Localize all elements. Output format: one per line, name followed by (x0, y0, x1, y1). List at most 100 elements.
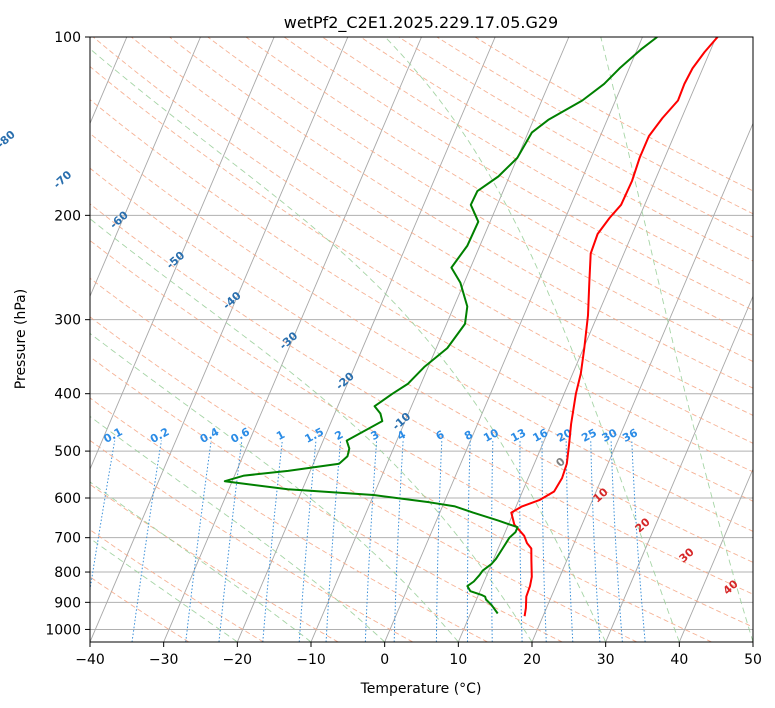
temperature-profile-line (510, 37, 719, 617)
y-tick-label: 700 (54, 531, 81, 547)
mixing-ratio-line (298, 440, 317, 642)
dry-adiabat (207, 37, 753, 362)
mixing-ratio-label: 0.1 (101, 425, 124, 446)
x-axis-label: Temperature (°C) (360, 681, 482, 697)
isotherm-line (163, 37, 422, 642)
dry-adiabat (90, 203, 753, 595)
y-tick-label: 900 (54, 595, 81, 611)
y-tick-label: 1000 (45, 622, 81, 638)
x-tick-label: −10 (296, 652, 326, 668)
wet-bulb-label: 30 (677, 545, 697, 565)
x-tick-label: 0 (380, 652, 389, 668)
isotherm-label: -40 (220, 289, 244, 312)
mixing-ratio-line (610, 440, 623, 642)
moist-adiabat (90, 48, 607, 642)
y-tick-label: 200 (54, 208, 81, 224)
dry-adiabat (90, 240, 753, 628)
isotherm-line (236, 37, 496, 642)
dry-adiabat (90, 167, 753, 563)
x-tick-label: 10 (449, 652, 467, 668)
mixing-ratio-label: 13 (509, 426, 529, 445)
dry-adiabat (90, 529, 264, 642)
isotherm-label: -10 (390, 410, 414, 433)
isotherm-line (531, 122, 753, 642)
y-tick-label: 600 (54, 491, 81, 507)
dry-adiabat (474, 37, 753, 192)
moist-adiabat (90, 218, 533, 642)
moist-adiabat (384, 37, 680, 642)
isotherm-line (384, 37, 643, 642)
y-tick-label: 300 (54, 313, 81, 329)
x-tick-label: −40 (75, 652, 105, 668)
isotherm-label: -60 (107, 208, 131, 231)
isotherm-line (90, 37, 349, 642)
mixing-ratio-line (565, 440, 574, 642)
x-tick-label: 40 (670, 652, 688, 668)
chart-title: wetPf2_C2E1.2025.229.17.05.G29 (284, 13, 558, 33)
moist-adiabat (90, 332, 459, 642)
mixing-ratio-label: 2 (333, 428, 346, 443)
isotherm-line (752, 640, 753, 642)
isotherm-label: -50 (164, 249, 188, 272)
isotherm-line (457, 37, 717, 642)
mixing-ratio-label: 1 (274, 428, 287, 443)
mixing-ratio-line (90, 440, 116, 593)
mixing-ratio-line (541, 440, 547, 642)
isotherm-line (90, 37, 201, 298)
moist-adiabat (90, 481, 312, 642)
dry-adiabat (90, 439, 414, 642)
y-axis-label: Pressure (hPa) (13, 289, 29, 389)
isotherm-label: -30 (277, 329, 301, 352)
dry-adiabat (169, 37, 753, 389)
moist-adiabat (90, 415, 385, 642)
isotherm-line (678, 467, 753, 642)
dry-adiabat (90, 397, 488, 642)
dry-adiabat (92, 37, 753, 444)
isotherm-line (90, 37, 275, 471)
isotherm-line (605, 295, 753, 642)
isotherm-label: -20 (333, 369, 357, 392)
dry-adiabat (90, 277, 712, 642)
mixing-ratio-label: 36 (620, 426, 640, 445)
mixing-ratio-line (590, 440, 601, 642)
wet-bulb-label: 10 (591, 485, 611, 505)
x-tick-label: 20 (523, 652, 541, 668)
y-tick-label: 100 (54, 30, 81, 46)
x-tick-label: 50 (744, 652, 762, 668)
plot-frame (89, 36, 754, 643)
mixing-ratio-line (466, 440, 471, 642)
dry-adiabat (436, 37, 753, 215)
dry-adiabat (90, 99, 753, 502)
mixing-ratio-label: 10 (481, 426, 501, 445)
background-reference-lines (90, 37, 753, 642)
mixing-ratio-line (491, 440, 494, 642)
isotherm-label: -70 (51, 168, 75, 191)
y-tick-label: 800 (54, 565, 81, 581)
mixing-ratio-line (325, 440, 342, 642)
dewpoint-profile-line (223, 37, 658, 615)
mixing-ratio-label: 30 (600, 426, 620, 445)
y-tick-label: 400 (54, 387, 81, 403)
y-tick-label: 500 (54, 444, 81, 460)
profile-series (223, 37, 719, 617)
mixing-ratio-line (218, 440, 243, 642)
dry-adiabat (90, 132, 753, 532)
y-axis: 100 200 300 400 500 600 700 800 900 1000 (45, 30, 90, 638)
wet-bulb-label: 20 (633, 515, 653, 535)
moist-adiabat (90, 537, 238, 642)
mixing-ratio-line (364, 440, 378, 642)
mixing-ratio-line (393, 440, 404, 642)
mixing-ratio-line (262, 440, 283, 642)
mixing-ratio-line (631, 440, 646, 642)
wet-bulb-label: 40 (721, 577, 741, 597)
isotherm-label: -80 (0, 128, 18, 151)
mixing-ratio-label: 6 (434, 428, 447, 443)
x-axis: −40 −30 −20 −10 0 10 20 30 40 50 (75, 642, 762, 668)
dry-adiabat (90, 356, 563, 642)
mixing-ratio-line (435, 440, 443, 642)
moist-adiabat (600, 37, 753, 642)
mixing-ratio-line (131, 440, 162, 642)
background-line-labels: 0.10.20.40.611.52346810131620253036-100-… (0, 128, 741, 598)
mixing-ratio-line (185, 440, 212, 642)
